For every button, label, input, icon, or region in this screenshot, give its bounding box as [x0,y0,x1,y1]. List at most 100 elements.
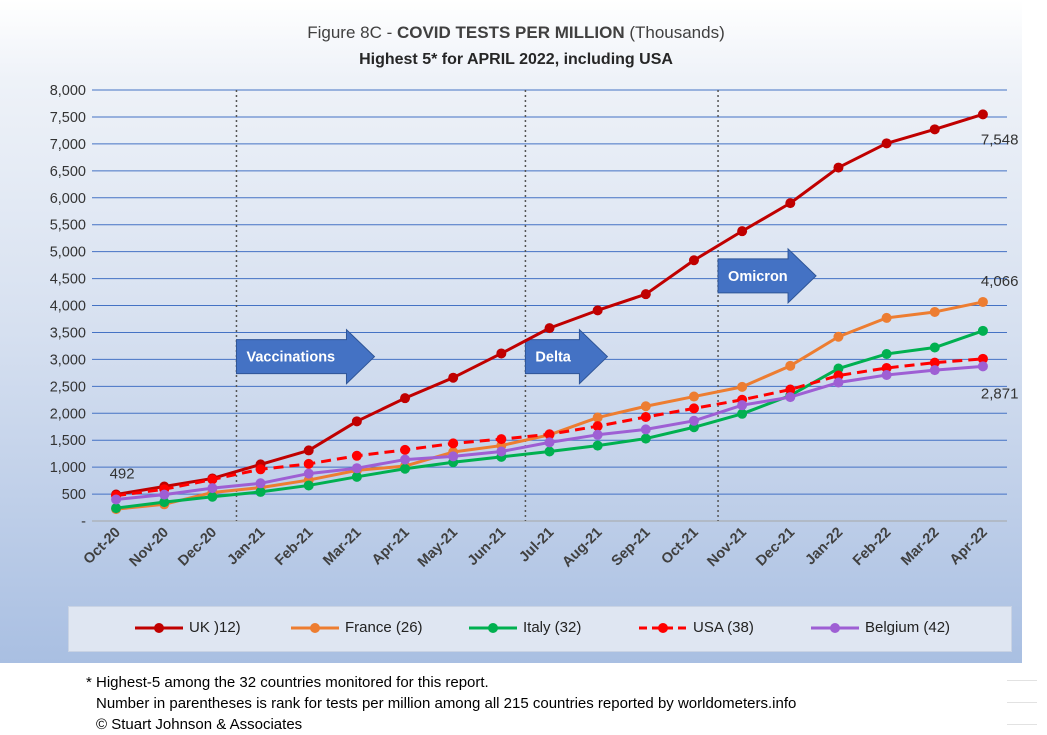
data-point [496,348,507,359]
data-label: 2,871 [981,385,1019,402]
data-point [881,348,892,359]
data-point [496,434,507,445]
data-point [833,363,844,374]
data-point [111,503,122,514]
data-point [592,421,603,432]
chart-title-suffix: (Thousands) [625,23,725,42]
x-tick-label: Nov-21 [704,525,750,571]
data-point [592,429,603,440]
data-point [400,393,411,404]
data-point [544,437,555,448]
data-point [303,445,314,456]
annotation-arrow-shape [524,328,609,385]
data-point [159,497,170,508]
data-point [496,446,507,457]
data-point [111,494,122,505]
x-tick-label: Jan-21 [225,525,269,569]
y-tick-label: - [81,514,86,530]
y-tick-label: 4,000 [50,299,86,315]
legend-item-usa: USA (38) [637,619,754,636]
y-tick-label: 1,000 [50,460,86,476]
data-point [207,474,218,485]
data-point [977,296,988,307]
footnotes: * Highest-5 among the 32 countries monit… [86,672,796,735]
legend-label-italy: Italy (32) [523,619,582,636]
y-tick-label: 2,000 [50,406,86,422]
data-point [785,360,796,371]
annotation-arrow: Delta [524,328,609,385]
data-point [400,454,411,465]
y-tick-label: 8,000 [50,83,86,99]
data-point [640,401,651,412]
legend-item-uk: UK )12) [133,619,241,636]
legend-swatch-usa [639,622,687,633]
legend-label-usa: USA (38) [693,619,754,636]
data-point [640,433,651,444]
data-point [640,412,651,423]
data-point [688,415,699,426]
annotation-arrow: Vaccinations [235,328,376,385]
x-tick-label: Jun-21 [465,525,509,569]
data-point [255,464,266,475]
x-tick-label: Apr-21 [369,525,413,569]
data-point [207,491,218,502]
data-point [303,468,314,479]
data-point [977,353,988,364]
data-label: 7,548 [981,131,1019,148]
x-tick-label: Nov-20 [127,525,173,571]
x-tick-label: Mar-22 [898,525,942,569]
data-point [448,372,459,383]
data-point [785,384,796,395]
data-point [977,325,988,336]
data-point [351,463,362,474]
decorative-line [1007,702,1037,703]
data-point [544,429,555,440]
y-tick-label: 4,500 [50,272,86,288]
footnote-copyright: © Stuart Johnson & Associates [96,716,303,733]
y-tick-label: 3,500 [50,325,86,341]
data-point [737,408,748,419]
data-point [688,391,699,402]
chart-title-bold: COVID TESTS PER MILLION [397,23,625,42]
data-point [881,312,892,323]
y-tick-label: 5,000 [50,245,86,261]
chart-subtitle: Highest 5* for APRIL 2022, including USA [359,51,673,68]
legend-item-france: France (26) [289,619,423,636]
data-point [640,289,651,300]
legend-item-belgium: Belgium (42) [809,619,950,636]
data-point [737,400,748,411]
y-tick-label: 6,500 [50,164,86,180]
y-tick-label: 500 [62,487,86,503]
legend-item-italy: Italy (32) [467,619,581,636]
legend-swatch-france [291,622,339,633]
decorative-line [1007,724,1037,725]
data-point [737,381,748,392]
data-point [400,444,411,455]
data-point [881,369,892,380]
series [111,325,988,514]
data-point [833,331,844,342]
data-point [881,138,892,149]
data-point [544,446,555,457]
annotation-arrow-shape [717,247,817,305]
data-point [929,365,940,376]
data-point [351,450,362,461]
data-point [448,451,459,462]
line-chart: Figure 8C - COVID TESTS PER MILLION (Tho… [50,23,1019,571]
legend-swatch-italy [469,622,517,633]
data-point [785,198,796,209]
y-tick-label: 5,500 [50,218,86,234]
data-point [977,361,988,372]
data-point [833,162,844,173]
data-point [592,305,603,316]
data-point [688,403,699,414]
data-label: 4,066 [981,273,1019,290]
legend-label-belgium: Belgium (42) [865,619,951,636]
x-tick-label: Feb-22 [850,525,894,569]
data-point [159,489,170,500]
annotation-label: Vaccinations [246,350,335,366]
data-point [592,440,603,451]
data-point [688,255,699,266]
data-point [977,109,988,120]
data-point [833,370,844,381]
